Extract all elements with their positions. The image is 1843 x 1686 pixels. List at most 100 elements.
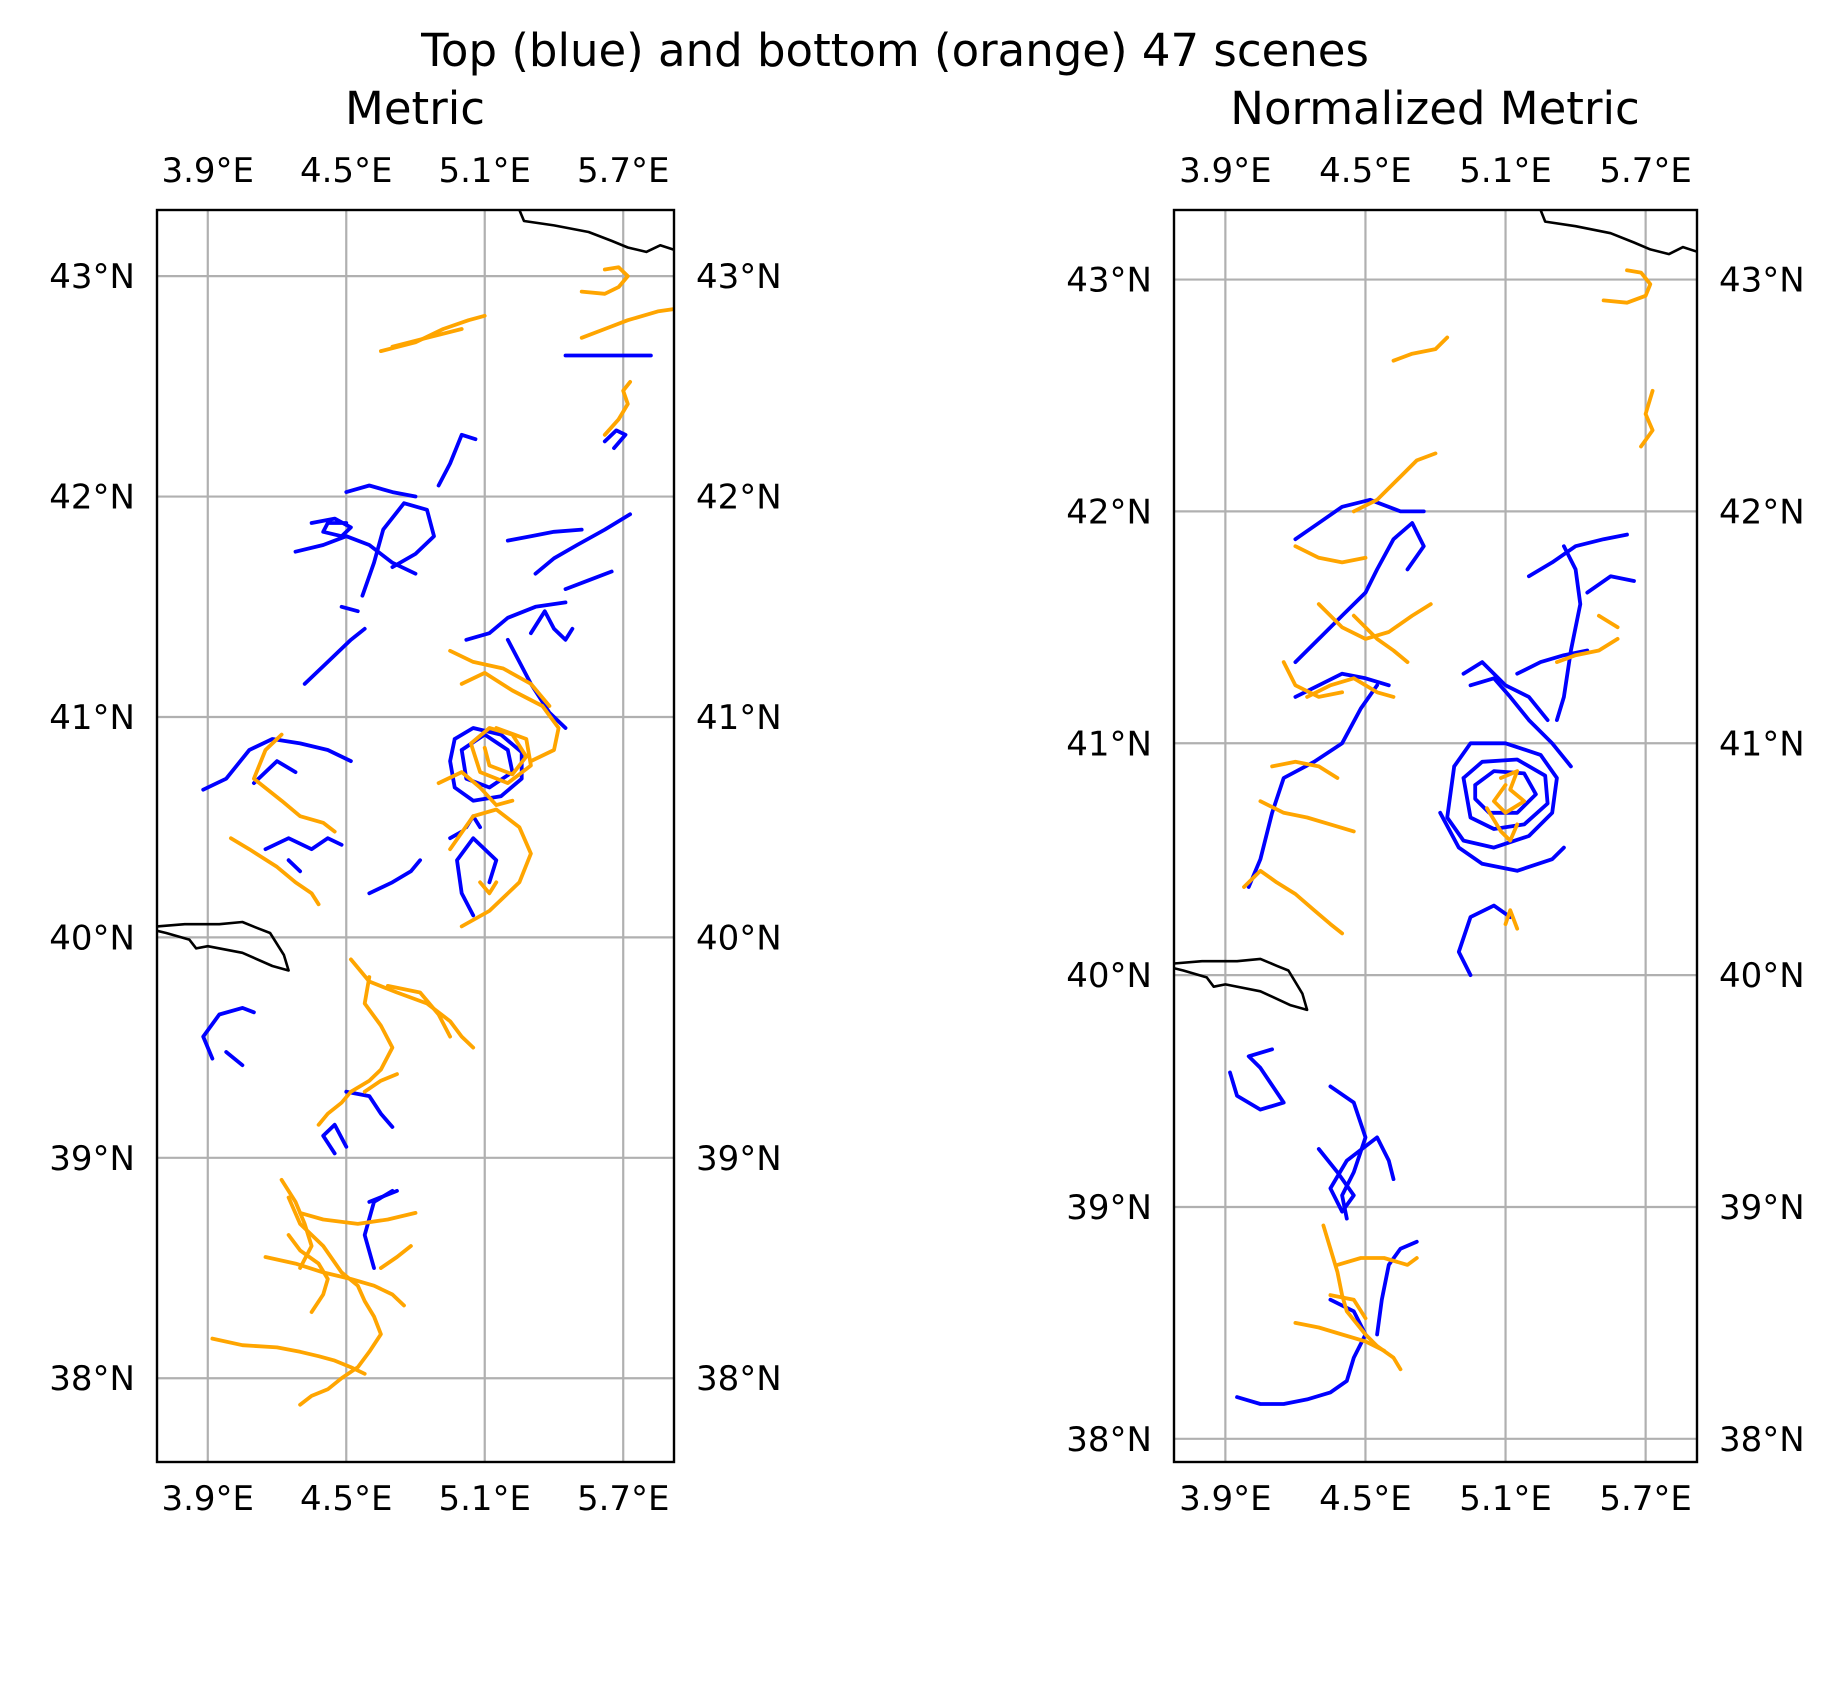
lon-tick-label-bottom: 3.9°E	[161, 1479, 254, 1519]
top-scene-track	[505, 527, 584, 543]
bottom-scene-track	[1281, 660, 1344, 699]
lat-tick-label-left: 42°N	[1066, 492, 1152, 532]
top-scene-track	[505, 637, 568, 730]
top-scene-track	[344, 483, 418, 499]
bottom-scene-track	[229, 836, 321, 907]
normalized-map-frame	[1172, 208, 1699, 1464]
top-scene-track	[1293, 521, 1426, 664]
metric-map-frame	[155, 208, 676, 1464]
lat-tick-label-right: 38°N	[696, 1359, 782, 1399]
bottom-scenes-tracks	[210, 265, 674, 1407]
bottom-scene-track	[1293, 544, 1368, 565]
top-scene-track	[1527, 532, 1629, 579]
top-scene-track	[293, 534, 418, 576]
lon-tick-label-top: 3.9°E	[161, 151, 254, 191]
top-scene-track	[1461, 757, 1550, 831]
bottom-scene-track	[1328, 1293, 1368, 1321]
bottom-scene-track	[385, 984, 452, 1039]
bottom-scene-track	[279, 1178, 314, 1270]
top-scene-track	[263, 836, 344, 852]
figure-title: Top (blue) and bottom (orange) 47 scenes	[420, 24, 1369, 77]
lat-tick-label-left: 41°N	[49, 698, 135, 738]
top-scene-track	[224, 1050, 245, 1068]
top-scene-track	[1468, 676, 1573, 769]
top-scene-track	[1328, 1084, 1368, 1221]
top-scene-track	[1515, 648, 1590, 676]
bottom-scene-track	[1242, 868, 1344, 936]
lat-tick-label-left: 38°N	[49, 1359, 135, 1399]
top-scene-track	[1445, 741, 1559, 850]
lon-tick-label-top: 4.5°E	[300, 151, 393, 191]
bottom-scene-track	[210, 1336, 367, 1376]
bottom-scene-track	[1391, 335, 1450, 363]
lat-tick-label-right: 40°N	[1719, 956, 1805, 996]
top-scene-track	[1293, 497, 1426, 542]
bottom-scene-track	[1258, 799, 1356, 834]
bottom-scene-track	[1293, 1321, 1386, 1353]
bottom-scene-track	[286, 1233, 330, 1314]
coastline	[518, 210, 674, 254]
top-scene-track	[309, 516, 353, 539]
top-scene-track	[367, 858, 422, 896]
top-scene-track	[563, 569, 614, 591]
bottom-scene-track	[1351, 613, 1410, 664]
top-scene-track	[1438, 810, 1566, 873]
top-scene-track	[1456, 903, 1513, 977]
lat-tick-label-left: 40°N	[1066, 956, 1152, 996]
bottom-scene-track	[362, 1072, 399, 1094]
top-scenes-tracks	[201, 353, 653, 1270]
top-scene-track	[360, 501, 436, 598]
top-scene-track	[436, 432, 478, 488]
bottom-scene-track	[1597, 613, 1620, 630]
bottom-scene-track	[349, 957, 476, 1050]
metric-plot-area	[157, 210, 674, 1462]
lon-tick-label-top: 4.5°E	[1319, 151, 1412, 191]
top-scene-track	[533, 512, 632, 576]
lon-tick-label-bottom: 5.1°E	[1459, 1479, 1552, 1519]
bottom-scene-track	[1485, 806, 1520, 843]
lat-tick-label-left: 38°N	[1066, 1420, 1152, 1460]
lat-tick-label-left: 39°N	[49, 1139, 135, 1179]
top-scene-track	[321, 1122, 349, 1156]
top-scene-track	[201, 1006, 256, 1061]
top-scene-track	[1316, 1135, 1396, 1214]
bottom-scene-track	[1321, 1223, 1403, 1372]
bottom-scene-track	[316, 975, 395, 1127]
bottom-scene-track	[1316, 602, 1433, 641]
lat-tick-label-left: 39°N	[1066, 1188, 1152, 1228]
lat-tick-label-right: 39°N	[696, 1139, 782, 1179]
lon-tick-label-top: 3.9°E	[1179, 151, 1272, 191]
bottom-scene-track	[286, 1195, 383, 1407]
lon-tick-label-bottom: 5.7°E	[577, 1479, 670, 1519]
bottom-scenes-tracks	[1242, 268, 1655, 1372]
bottom-scene-track	[263, 1255, 406, 1308]
normalized-panel-title: Normalized Metric	[1230, 82, 1639, 135]
bottom-scene-track	[1335, 1256, 1419, 1267]
lat-tick-label-right: 41°N	[696, 698, 782, 738]
lat-tick-label-right: 42°N	[696, 478, 782, 518]
top-scene-track	[302, 626, 367, 686]
lat-tick-label-left: 40°N	[49, 918, 135, 958]
lon-tick-label-top: 5.7°E	[1599, 151, 1692, 191]
lat-tick-label-right: 38°N	[1719, 1420, 1805, 1460]
top-scene-track	[455, 836, 499, 918]
bottom-scene-track	[1351, 451, 1438, 514]
top-scene-track	[1228, 1047, 1286, 1112]
normalized-metric-map-panel: Normalized Metric 3.9°E 3.9°E 4.5°E 4.5°E 5.1…	[1066, 82, 1804, 1519]
top-scenes-tracks	[1228, 497, 1636, 1406]
top-scene-track	[367, 1189, 399, 1204]
metric-map-panel: Metric 3.9°E 3.9°E 4.5°E 4.5°E 5.1°E 5.1°E 5.7°…	[49, 82, 781, 1519]
lon-tick-label-bottom: 3.9°E	[1179, 1479, 1272, 1519]
lon-tick-label-bottom: 4.5°E	[1319, 1479, 1412, 1519]
top-scene-track	[529, 609, 575, 642]
top-scene-track	[1293, 671, 1391, 699]
bottom-scene-track	[390, 327, 464, 349]
top-scene-track	[1235, 1297, 1368, 1406]
top-scene-track	[1473, 769, 1538, 815]
coastline	[1174, 957, 1309, 1012]
bottom-scene-track	[478, 880, 499, 896]
bottom-scene-track	[1503, 908, 1520, 931]
bottom-scene-track	[602, 380, 632, 437]
bottom-scene-track	[298, 1211, 418, 1226]
